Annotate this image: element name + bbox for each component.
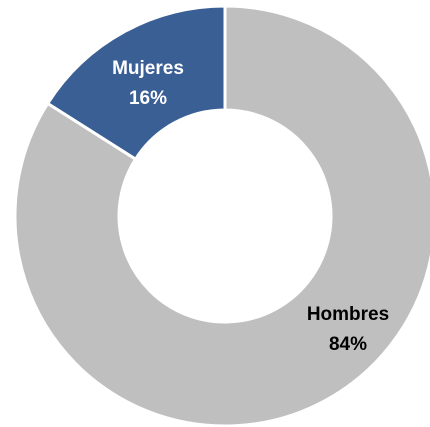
slice-value-mujeres: 16% bbox=[129, 88, 167, 109]
donut-labels: Mujeres 16% Hombres 84% bbox=[112, 58, 389, 355]
slice-mujeres bbox=[46, 4, 227, 161]
slice-value-hombres: 84% bbox=[329, 334, 367, 355]
slice-hombres bbox=[13, 4, 430, 427]
slice-label-mujeres: Mujeres bbox=[112, 58, 184, 79]
slice-label-hombres: Hombres bbox=[307, 304, 389, 325]
donut-slices bbox=[13, 4, 430, 427]
